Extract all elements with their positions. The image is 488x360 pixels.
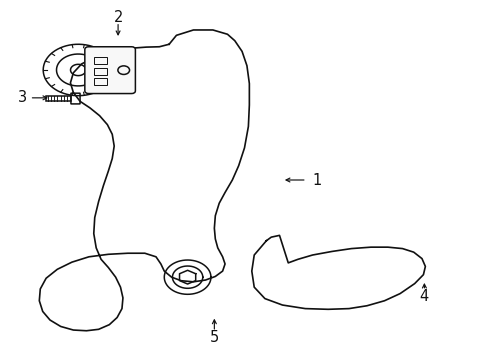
Text: 5: 5 xyxy=(209,330,219,345)
Bar xyxy=(93,78,107,85)
Bar xyxy=(93,57,107,64)
FancyBboxPatch shape xyxy=(84,47,135,94)
Text: 3: 3 xyxy=(18,90,27,105)
Bar xyxy=(93,68,107,75)
Bar xyxy=(46,96,71,101)
Text: 1: 1 xyxy=(312,172,321,188)
Text: 4: 4 xyxy=(419,289,428,303)
Text: 2: 2 xyxy=(113,10,122,25)
